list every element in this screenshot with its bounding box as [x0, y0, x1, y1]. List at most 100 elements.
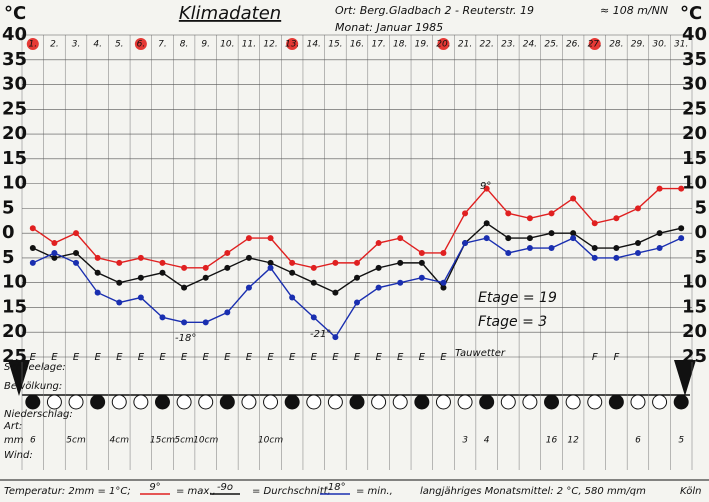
snow-entry: E	[30, 352, 37, 363]
x-tick-label: 25.	[544, 40, 558, 50]
snow-entry: E	[181, 352, 188, 363]
y-tick-label: 5	[2, 247, 15, 268]
data-point	[526, 245, 533, 252]
data-point	[591, 220, 598, 227]
y-tick-label: 25	[682, 98, 707, 119]
data-point	[354, 259, 360, 266]
snow-entry: E	[354, 352, 361, 363]
x-tick-label: 24.	[523, 40, 537, 50]
data-point	[591, 254, 598, 261]
annotation: Ftage = 3	[478, 314, 547, 330]
precip-entry: 3	[462, 436, 468, 446]
y-tick-label: 35	[2, 49, 27, 70]
data-point	[245, 235, 252, 242]
y-tick-label: 25	[2, 346, 27, 367]
y-tick-label: 15	[2, 148, 27, 169]
data-point	[137, 254, 144, 261]
data-point	[505, 210, 512, 217]
x-tick-label: 8.	[180, 40, 189, 50]
y-tick-label: 25	[2, 98, 27, 119]
x-tick-label: 6.	[137, 40, 146, 50]
data-point	[289, 294, 296, 301]
cloud-symbol	[673, 394, 689, 410]
data-point	[51, 240, 58, 247]
snow-entry: E	[203, 352, 210, 363]
cloud-symbol	[90, 394, 106, 410]
precip-entry: 10cm	[258, 436, 283, 446]
data-point	[245, 284, 252, 291]
x-tick-label: 28.	[609, 40, 623, 50]
precip-entry: 5	[678, 436, 684, 446]
snow-entry: F	[613, 352, 619, 363]
snow-entry: E	[73, 352, 80, 363]
data-point	[440, 284, 447, 291]
data-point	[29, 259, 36, 266]
data-point	[613, 215, 620, 222]
sunday-marker	[588, 38, 601, 50]
precip-entry: 10cm	[193, 436, 218, 446]
data-point	[224, 309, 231, 316]
x-tick-label: 4.	[93, 40, 102, 50]
snow-entry: E	[440, 352, 447, 363]
data-point	[29, 225, 36, 232]
cloud-symbol	[46, 394, 62, 410]
x-tick-label: 27.	[588, 40, 602, 50]
snow-entry: E	[332, 352, 339, 363]
data-point	[483, 185, 490, 192]
data-point	[678, 185, 685, 192]
cloud-symbol	[457, 394, 473, 410]
x-tick-label: 13.	[285, 40, 299, 50]
data-point	[613, 245, 620, 252]
snow-entry: E	[116, 352, 123, 363]
cloud-symbol	[284, 394, 300, 410]
cloud-symbol	[198, 394, 214, 410]
footer-text: langjähriges Monatsmittel: 2 °C, 580 mm/…	[420, 486, 646, 497]
snow-entry: E	[159, 352, 166, 363]
annotation: -18°	[175, 333, 196, 344]
data-point	[548, 210, 555, 217]
x-tick-label: 20.	[436, 40, 450, 50]
data-point	[181, 284, 188, 291]
y-tick-label: 20	[682, 321, 707, 342]
data-point	[375, 264, 382, 271]
data-point	[116, 279, 123, 286]
x-tick-label: 5.	[115, 40, 124, 50]
cloud-symbol	[111, 394, 127, 410]
data-point	[634, 249, 641, 256]
y-tick-label: 0	[694, 222, 707, 243]
cloud-symbol	[263, 394, 279, 410]
y-tick-label: 25	[682, 346, 707, 367]
precip-entry: 4cm	[110, 436, 130, 446]
y-tick-label: 5	[694, 247, 707, 268]
y-tick-label: 35	[682, 49, 707, 70]
y-tick-label: 20	[2, 123, 27, 144]
data-point	[332, 289, 339, 296]
cloud-symbol	[133, 394, 149, 410]
x-tick-label: 14.	[307, 40, 321, 50]
data-point	[418, 259, 425, 266]
snow-entry: E	[375, 352, 382, 363]
cloud-symbol	[608, 394, 624, 410]
cloud-symbol	[25, 394, 41, 410]
row-label: Schneelage:	[4, 362, 66, 373]
data-point	[94, 289, 101, 296]
sunday-marker	[134, 38, 147, 50]
y-tick-label: 10	[2, 173, 27, 194]
cloud-symbol	[414, 394, 430, 410]
legend-sample: -18°	[324, 482, 345, 493]
data-point	[634, 240, 641, 247]
legend-sample: 9°	[149, 482, 160, 493]
legend-sample: -9o	[217, 482, 233, 493]
cloud-symbol	[630, 394, 646, 410]
snow-entry: E	[311, 352, 318, 363]
data-point	[505, 235, 512, 242]
cloud-symbol	[587, 394, 603, 410]
x-tick-label: 1.	[29, 40, 38, 50]
data-point	[137, 294, 144, 301]
y-tick-label: 15	[2, 296, 27, 317]
snow-entry: E	[224, 352, 231, 363]
data-point	[462, 210, 469, 217]
data-point	[137, 274, 144, 281]
precip-entry: 12	[567, 436, 579, 446]
